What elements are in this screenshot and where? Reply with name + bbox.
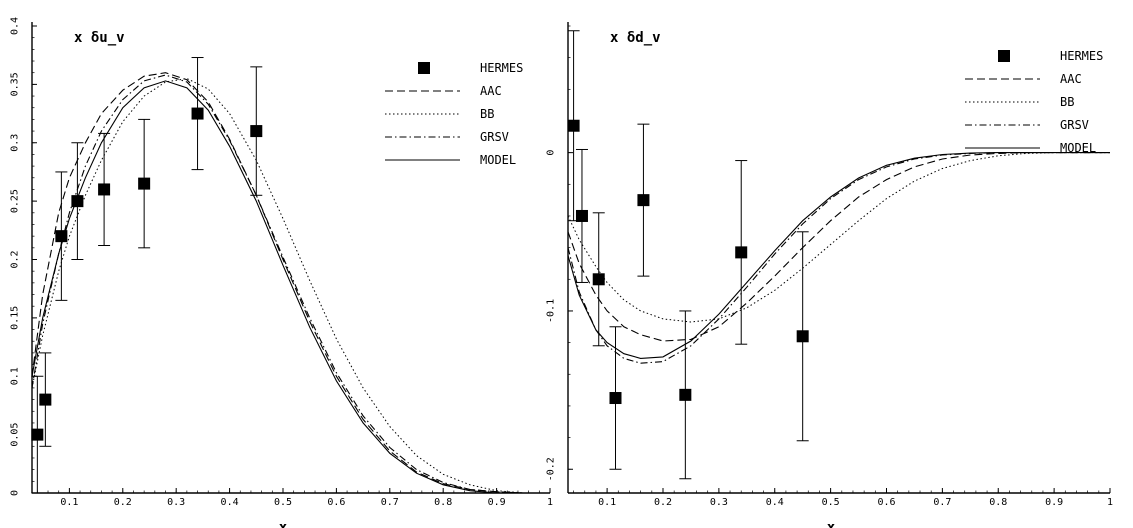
x-tick-label: 0.5 [274,497,292,508]
data-point-hermes [55,230,68,243]
series-line-grsv [567,152,1110,364]
legend-marker-hermes [998,50,1010,62]
y-tick-label: 0 [10,490,21,496]
x-axis-label: x [827,520,836,528]
x-tick-label: 0.4 [766,497,784,508]
x-tick-label: 1 [547,497,553,508]
data-point-hermes [31,428,44,441]
legend: HERMES AAC BB GRSV MODEL [965,49,1103,155]
data-point-hermes [637,194,650,207]
x-tick-label: 0.7 [933,497,951,508]
y-tick-label: 0.05 [10,423,21,447]
series-line-bb [31,77,550,494]
legend-label: HERMES [1060,49,1103,63]
series-line-model [31,80,550,494]
x-tick-label: 0.8 [989,497,1007,508]
panel-title: x δd_v [610,30,661,46]
legend: HERMES AAC BB GRSV MODEL [385,61,523,167]
x-tick-label: 0.1 [598,497,616,508]
data-point-hermes [735,246,748,259]
y-tick-label: 0 [546,150,557,156]
legend-label: MODEL [480,153,516,167]
legend-marker-hermes [418,62,430,74]
data-point-hermes [98,183,111,196]
data-point-hermes [71,195,84,208]
y-tick-label: 0.4 [10,17,21,35]
chart-panel-1: 0.1 0.2 0.3 0.4 0.5 0.6 0.7 0.8 0.9 1 0 0.05 0.1 0.15… [10,17,554,528]
legend-label: GRSV [1060,118,1089,132]
legend-label: GRSV [480,130,509,144]
data-point-hermes [138,177,151,190]
series-line-aac [567,152,1110,342]
series-line-model [567,152,1110,359]
x-tick-label: 0.1 [60,497,78,508]
x-tick-label: 0.2 [114,497,132,508]
series-line-bb [567,152,1110,323]
x-tick-label: 0.3 [710,497,728,508]
data-point-hermes [592,273,605,286]
y-tick-label: 0.25 [10,189,21,213]
data-point-hermes [39,393,52,406]
y-tick-label: -0.2 [546,457,557,481]
legend-label: AAC [480,84,502,98]
chart-panel-2: 0.1 0.2 0.3 0.4 0.5 0.6 0.7 0.8 0.9 1 -0.2 -0.1 0 x x … [546,22,1113,528]
data-point-hermes [796,330,809,343]
legend-label: HERMES [480,61,523,75]
data-point-hermes [679,388,692,401]
x-tick-label: 0.8 [434,497,452,508]
x-tick-label: 0.9 [488,497,506,508]
legend-label: MODEL [1060,141,1096,155]
y-tick-label: 0.35 [10,72,21,96]
x-tick-label: 0.6 [877,497,895,508]
series-line-grsv [31,74,550,494]
x-tick-label: 0.5 [822,497,840,508]
y-tick-label: 0.15 [10,306,21,330]
legend-label: BB [1060,95,1074,109]
x-tick-label: 0.6 [327,497,345,508]
x-tick-label: 0.4 [221,497,239,508]
data-point-hermes [575,209,588,222]
legend-label: AAC [1060,72,1082,86]
y-tick-label: 0.3 [10,134,21,152]
data-point-hermes [609,392,622,405]
x-tick-label: 0.2 [654,497,672,508]
panel-title: x δu_v [74,30,125,46]
legend-label: BB [480,107,494,121]
data-point-hermes [250,125,263,138]
x-tick-label: 0.7 [381,497,399,508]
y-tick-label: -0.1 [546,299,557,323]
x-tick-label: 1 [1107,497,1113,508]
data-point-hermes [191,107,204,120]
y-tick-label: 0.2 [10,250,21,268]
data-point-hermes [567,119,580,132]
x-tick-label: 0.9 [1045,497,1063,508]
x-tick-label: 0.3 [167,497,185,508]
x-axis-label: x [279,520,288,528]
y-tick-label: 0.1 [10,367,21,385]
